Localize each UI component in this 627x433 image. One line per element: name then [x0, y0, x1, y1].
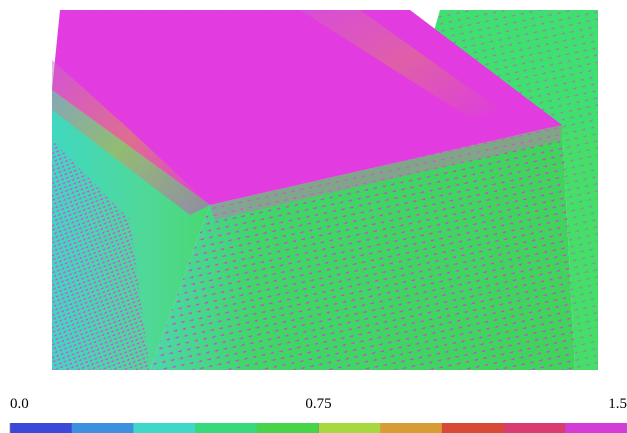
- colorbar-segment: [504, 423, 566, 433]
- colorbar-segment: [133, 423, 195, 433]
- tick-label: 0.0: [10, 396, 29, 412]
- page: 0.0 0.75 1.5: [0, 0, 627, 433]
- colorbar-segment: [257, 423, 319, 433]
- colorbar-segment: [380, 423, 442, 433]
- colorbar-segment: [565, 423, 627, 433]
- colorbar-segment: [195, 423, 257, 433]
- visualization: 0.0 0.75 1.5: [0, 0, 627, 433]
- tick-label: 1.5: [608, 396, 627, 412]
- colorbar: 0.0 0.75 1.5: [10, 396, 627, 433]
- colorbar-segment: [319, 423, 381, 433]
- colorbar-segment: [10, 423, 72, 433]
- scene: [52, 10, 598, 370]
- colorbar-segment: [442, 423, 504, 433]
- colorbar-segment: [72, 423, 134, 433]
- tick-label: 0.75: [305, 396, 331, 412]
